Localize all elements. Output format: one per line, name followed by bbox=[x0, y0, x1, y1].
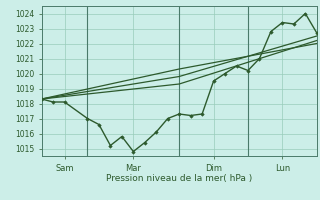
X-axis label: Pression niveau de la mer( hPa ): Pression niveau de la mer( hPa ) bbox=[106, 174, 252, 183]
